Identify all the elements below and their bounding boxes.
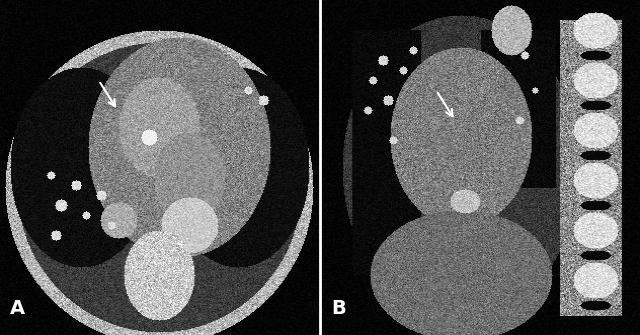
Text: B: B: [331, 299, 346, 318]
Text: A: A: [10, 299, 25, 318]
